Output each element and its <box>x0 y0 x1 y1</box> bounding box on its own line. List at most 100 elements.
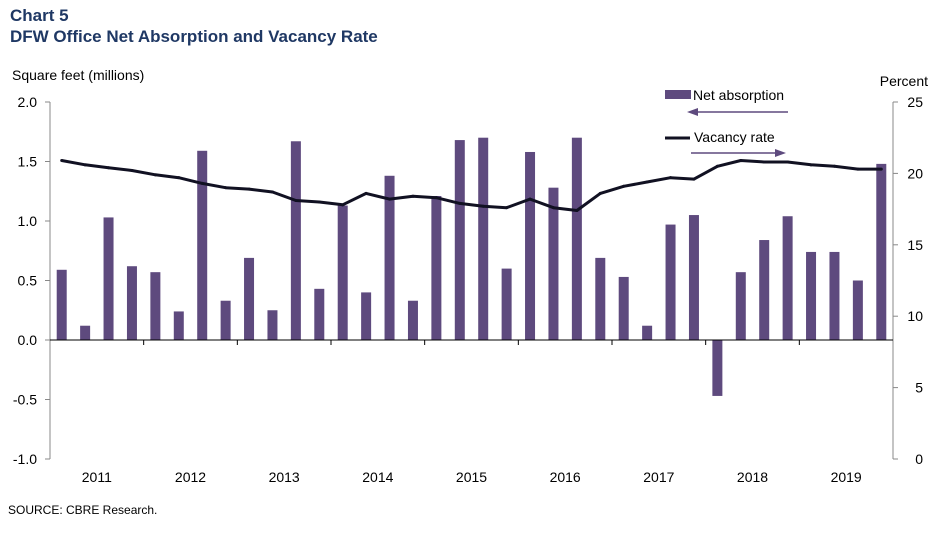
point-vacancy-rate-16 <box>434 196 438 200</box>
bar-net-absorption-18 <box>478 137 489 340</box>
point-vacancy-rate-5 <box>177 176 181 180</box>
vacancy-rate-line <box>61 159 882 212</box>
y-tick-label-left-4: 0.0 <box>18 332 38 348</box>
bar-net-absorption-5 <box>173 311 184 340</box>
y-tick-label-left-5: -0.5 <box>13 392 37 408</box>
legend-swatch-net-absorption <box>665 90 691 99</box>
legend-label-net-absorption: Net absorption <box>693 87 784 103</box>
x-tick-label-2018: 2018 <box>737 469 768 485</box>
bar-net-absorption-6 <box>197 150 208 340</box>
point-vacancy-rate-2 <box>107 166 111 170</box>
bar-net-absorption-4 <box>150 272 161 340</box>
bar-net-absorption-26 <box>665 224 676 340</box>
y-tick-label-left-0: 2.0 <box>18 94 38 110</box>
bar-net-absorption-22 <box>571 137 582 340</box>
point-vacancy-rate-23 <box>598 191 602 195</box>
bar-net-absorption-12 <box>337 205 348 340</box>
bar-net-absorption-19 <box>501 268 512 340</box>
y-axis-title-left: Square feet (millions) <box>12 67 144 83</box>
point-vacancy-rate-24 <box>622 184 626 188</box>
bar-net-absorption-0 <box>56 269 67 340</box>
axis-labels: Square feet (millions) Percent <box>12 67 928 89</box>
bar-net-absorption-8 <box>244 257 255 340</box>
x-tick-label-2019: 2019 <box>831 469 862 485</box>
bar-net-absorption-14 <box>384 175 395 340</box>
x-tick-label-2017: 2017 <box>643 469 674 485</box>
y-tick-label-right-1: 20 <box>907 165 923 181</box>
bar-net-absorption-3 <box>126 266 137 340</box>
bar-net-absorption-9 <box>267 310 278 340</box>
point-vacancy-rate-15 <box>411 194 415 198</box>
source-note: SOURCE: CBRE Research. <box>8 503 158 517</box>
bar-net-absorption-23 <box>595 257 606 340</box>
bar-net-absorption-17 <box>454 140 465 340</box>
y-tick-label-left-3: 0.5 <box>18 273 38 289</box>
point-vacancy-rate-21 <box>551 206 555 210</box>
legend-label-vacancy-rate: Vacancy rate <box>694 129 775 145</box>
y-tick-label-left-2: 1.0 <box>18 213 38 229</box>
x-tick-label-2016: 2016 <box>550 469 581 485</box>
bar-net-absorption-30 <box>759 240 770 340</box>
bar-net-absorption-10 <box>290 141 301 340</box>
bar-net-absorption-25 <box>642 325 653 340</box>
bar-net-absorption-16 <box>431 196 442 340</box>
bar-net-absorption-32 <box>806 251 817 340</box>
bar-net-absorption-28 <box>712 340 723 396</box>
y-tick-label-right-3: 10 <box>907 308 923 324</box>
bar-net-absorption-24 <box>618 276 629 340</box>
point-vacancy-rate-13 <box>364 191 368 195</box>
y-tick-label-left-1: 1.5 <box>18 154 38 170</box>
point-vacancy-rate-25 <box>645 180 649 184</box>
point-vacancy-rate-0 <box>60 159 64 163</box>
point-vacancy-rate-27 <box>692 177 696 181</box>
y-tick-label-right-5: 0 <box>915 451 923 467</box>
y-tick-label-right-0: 25 <box>907 94 923 110</box>
point-vacancy-rate-4 <box>153 173 157 177</box>
bar-net-absorption-31 <box>782 216 793 340</box>
bar-net-absorption-27 <box>688 215 699 340</box>
bar-net-absorption-2 <box>103 217 114 340</box>
point-vacancy-rate-6 <box>200 181 204 185</box>
point-vacancy-rate-34 <box>856 167 860 171</box>
bar-net-absorption-20 <box>525 151 536 340</box>
point-vacancy-rate-19 <box>505 206 509 210</box>
point-vacancy-rate-1 <box>83 163 87 167</box>
legend: Net absorption Vacancy rate <box>665 87 788 157</box>
point-vacancy-rate-11 <box>317 200 321 204</box>
chart-number: Chart 5 <box>10 6 69 25</box>
point-vacancy-rate-9 <box>270 190 274 194</box>
point-vacancy-rate-31 <box>786 160 790 164</box>
x-tick-label-2012: 2012 <box>175 469 206 485</box>
y-tick-label-right-4: 5 <box>915 380 923 396</box>
point-vacancy-rate-12 <box>341 203 345 207</box>
x-tick-label-2013: 2013 <box>269 469 300 485</box>
point-vacancy-rate-3 <box>130 169 134 173</box>
point-vacancy-rate-28 <box>715 164 719 168</box>
point-vacancy-rate-18 <box>481 204 485 208</box>
point-vacancy-rate-10 <box>294 199 298 203</box>
point-vacancy-rate-29 <box>739 159 743 163</box>
point-vacancy-rate-30 <box>762 160 766 164</box>
bar-net-absorption-1 <box>80 325 91 340</box>
bar-net-absorption-34 <box>852 280 863 340</box>
bar-net-absorption-11 <box>314 288 325 340</box>
point-vacancy-rate-8 <box>247 187 251 191</box>
chart-title: DFW Office Net Absorption and Vacancy Ra… <box>10 27 378 46</box>
point-vacancy-rate-20 <box>528 197 532 201</box>
y-tick-label-right-2: 15 <box>907 237 923 253</box>
y-axis-title-right: Percent <box>880 73 928 89</box>
point-vacancy-rate-33 <box>832 164 836 168</box>
bar-net-absorption-33 <box>829 251 840 340</box>
bar-net-absorption-13 <box>361 292 372 340</box>
point-vacancy-rate-35 <box>879 167 883 171</box>
point-vacancy-rate-26 <box>669 176 673 180</box>
bar-net-absorption-15 <box>407 300 418 340</box>
line-series-vacancy-rate <box>60 159 883 213</box>
bar-net-absorption-35 <box>876 163 887 340</box>
point-vacancy-rate-17 <box>458 201 462 205</box>
point-vacancy-rate-32 <box>809 163 813 167</box>
legend-arrowhead-right <box>775 149 786 157</box>
point-vacancy-rate-22 <box>575 209 579 213</box>
